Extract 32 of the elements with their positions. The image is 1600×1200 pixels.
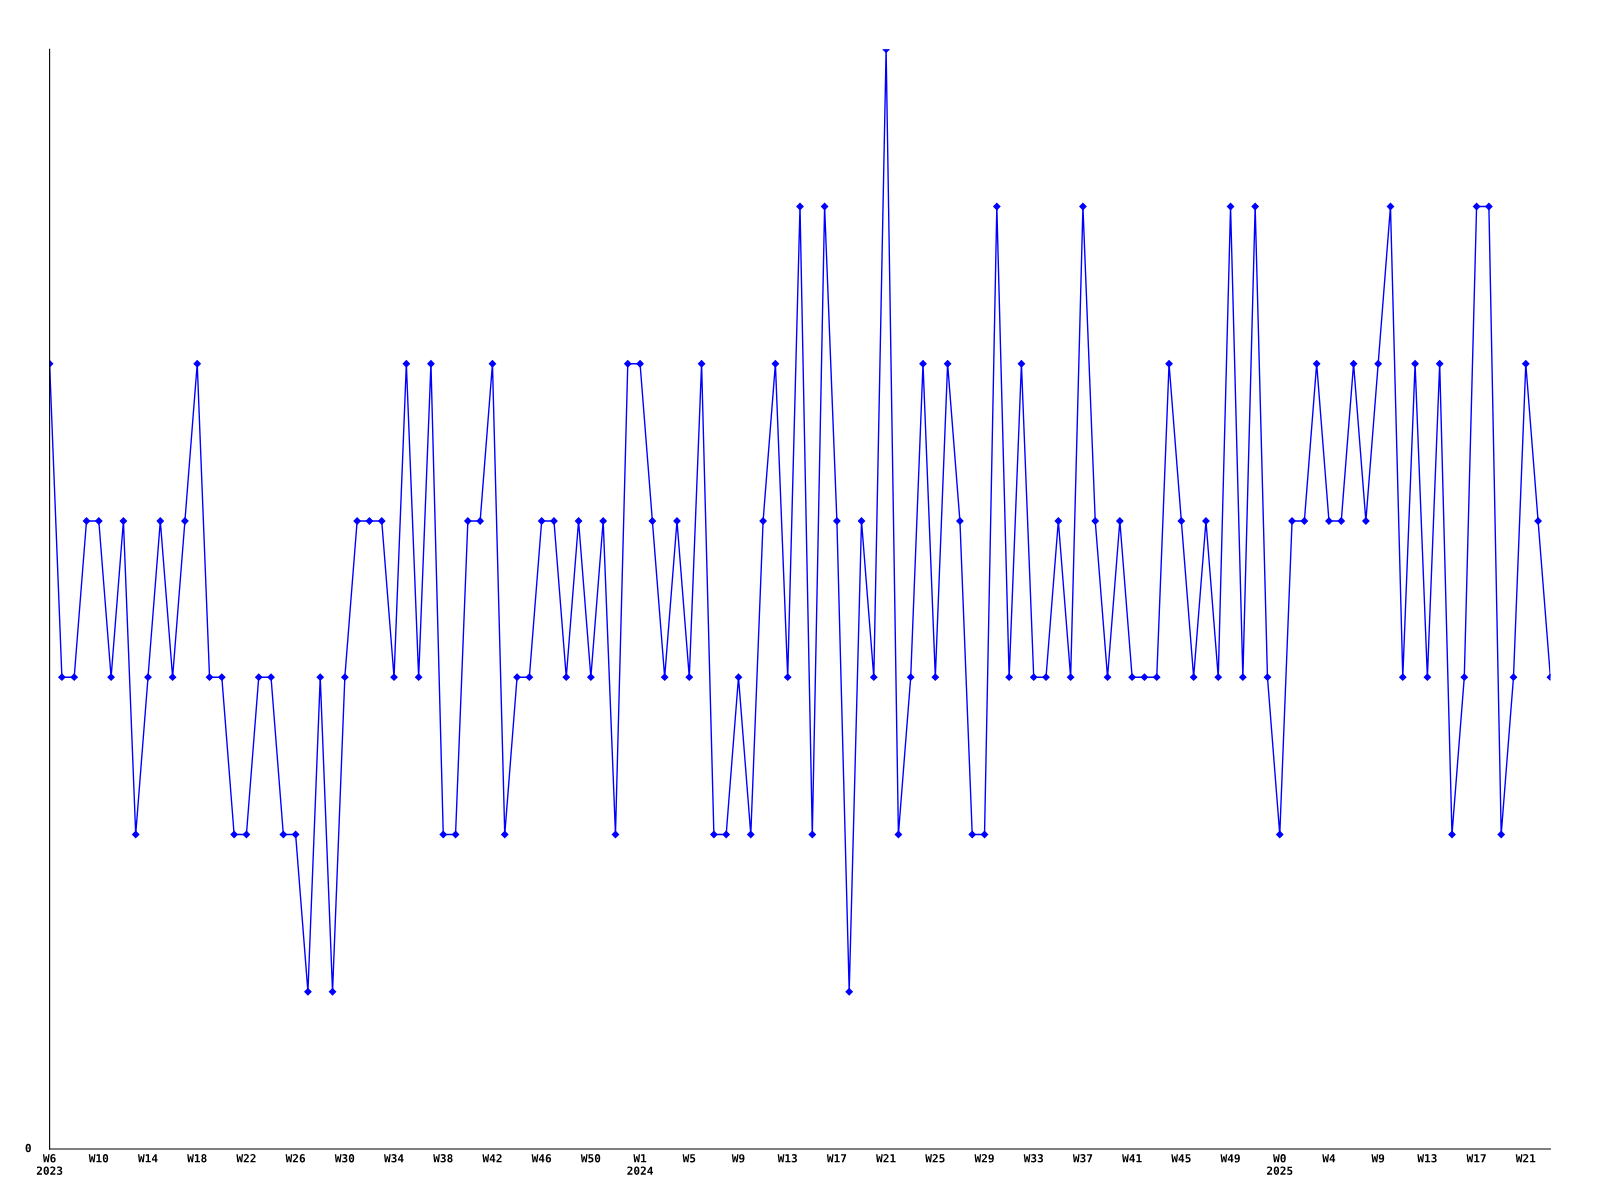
x-tick-label: W13 [777, 1154, 798, 1163]
x-tick-label: W17 [826, 1154, 847, 1163]
x-tick-label: W5 [682, 1154, 696, 1163]
x-tick-label: W30 [334, 1154, 355, 1163]
x-tick-label: W4 [1322, 1154, 1336, 1163]
x-tick-label: W6 2023 [36, 1154, 63, 1175]
x-tick-label: W13 [1417, 1154, 1437, 1163]
x-tick-label: W17 [1466, 1154, 1486, 1163]
x-tick-label: W1 2024 [627, 1154, 653, 1175]
x-tick-label: W25 [925, 1154, 945, 1163]
x-tick-label: W42 [482, 1154, 502, 1163]
text: 0 [25, 1143, 31, 1153]
x-tick-label: W41 [1122, 1154, 1142, 1163]
x-tick-label: W14 [137, 1154, 158, 1163]
x-tick-label: W22 [236, 1154, 256, 1163]
x-tick-label: W38 [433, 1154, 453, 1163]
x-tick-label: W0 2025 [1267, 1154, 1293, 1175]
x-tick-label: W21 [1515, 1154, 1536, 1163]
x-tick-label: W29 [974, 1154, 994, 1163]
x-tick-label: W10 [88, 1154, 109, 1163]
x-tick-label: W21 [876, 1154, 896, 1163]
x-tick-label: W34 [384, 1154, 404, 1163]
x-tick-label: W33 [1023, 1154, 1044, 1163]
x-tick-label: W50 [580, 1154, 601, 1163]
x-tick-label: W46 [531, 1154, 552, 1163]
x-tick-label: W26 [285, 1154, 306, 1163]
x-tick-label: W49 [1220, 1154, 1240, 1163]
x-tick-label: W9 [731, 1154, 745, 1163]
x-tick-label: W45 [1171, 1154, 1191, 1163]
x-tick-label: W18 [187, 1154, 207, 1163]
x-tick-label: W37 [1072, 1154, 1093, 1163]
x-tick-label: W9 [1371, 1154, 1385, 1163]
